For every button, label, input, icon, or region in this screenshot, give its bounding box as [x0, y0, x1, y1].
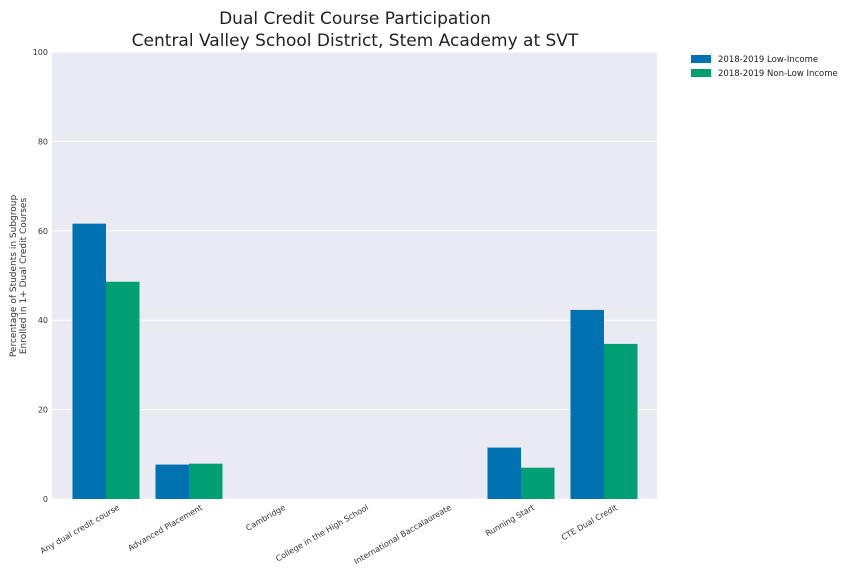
y-axis-label-line-1: Percentage of Students in Subgroup — [9, 195, 19, 358]
x-tick-label: International Baccalaureate — [352, 503, 453, 566]
bar-low-income — [155, 464, 189, 499]
x-tick-label: Cambridge — [244, 503, 287, 533]
y-tick-label: 40 — [38, 316, 48, 325]
bar-non-low-income — [521, 467, 555, 499]
y-axis-label: Percentage of Students in Subgroup Enrol… — [9, 195, 29, 358]
bar-low-income — [72, 223, 106, 499]
gridlines — [52, 51, 657, 500]
x-tick-label: CTE Dual Credit — [560, 503, 619, 542]
legend: 2018-2019 Low-Income 2018-2019 Non-Low I… — [691, 55, 838, 79]
y-tick-label: 20 — [38, 406, 48, 415]
bar-non-low-income — [189, 463, 223, 499]
bar-non-low-income — [106, 281, 140, 499]
bars — [72, 223, 638, 499]
chart-title-line-1: Dual Credit Course Participation — [219, 9, 491, 29]
x-axis-ticks: Any dual credit course Advanced Placement… — [39, 503, 619, 566]
x-tick-label: Any dual credit course — [39, 503, 121, 556]
x-tick-label: Running Start — [484, 503, 536, 538]
chart-title-line-2: Central Valley School District, Stem Aca… — [132, 31, 579, 51]
bar-low-income — [487, 447, 521, 499]
legend-swatch-low-income — [691, 55, 711, 63]
bar-non-low-income — [604, 343, 638, 499]
y-axis-ticks: 0 20 40 60 80 100 — [33, 48, 48, 504]
y-tick-label: 60 — [38, 227, 48, 236]
y-axis-label-line-2: Enrolled in 1+ Dual Credit Courses — [19, 198, 29, 355]
legend-label-non-low-income: 2018-2019 Non-Low Income — [718, 69, 838, 79]
bar-low-income — [570, 309, 604, 499]
legend-label-low-income: 2018-2019 Low-Income — [718, 55, 818, 65]
legend-swatch-non-low-income — [691, 69, 711, 77]
y-tick-label: 0 — [43, 495, 48, 504]
x-tick-label: College in the High School — [274, 503, 370, 563]
plot-area — [52, 52, 657, 499]
x-tick-label: Advanced Placement — [127, 503, 204, 553]
y-tick-label: 100 — [33, 48, 48, 57]
y-tick-label: 80 — [38, 137, 48, 146]
